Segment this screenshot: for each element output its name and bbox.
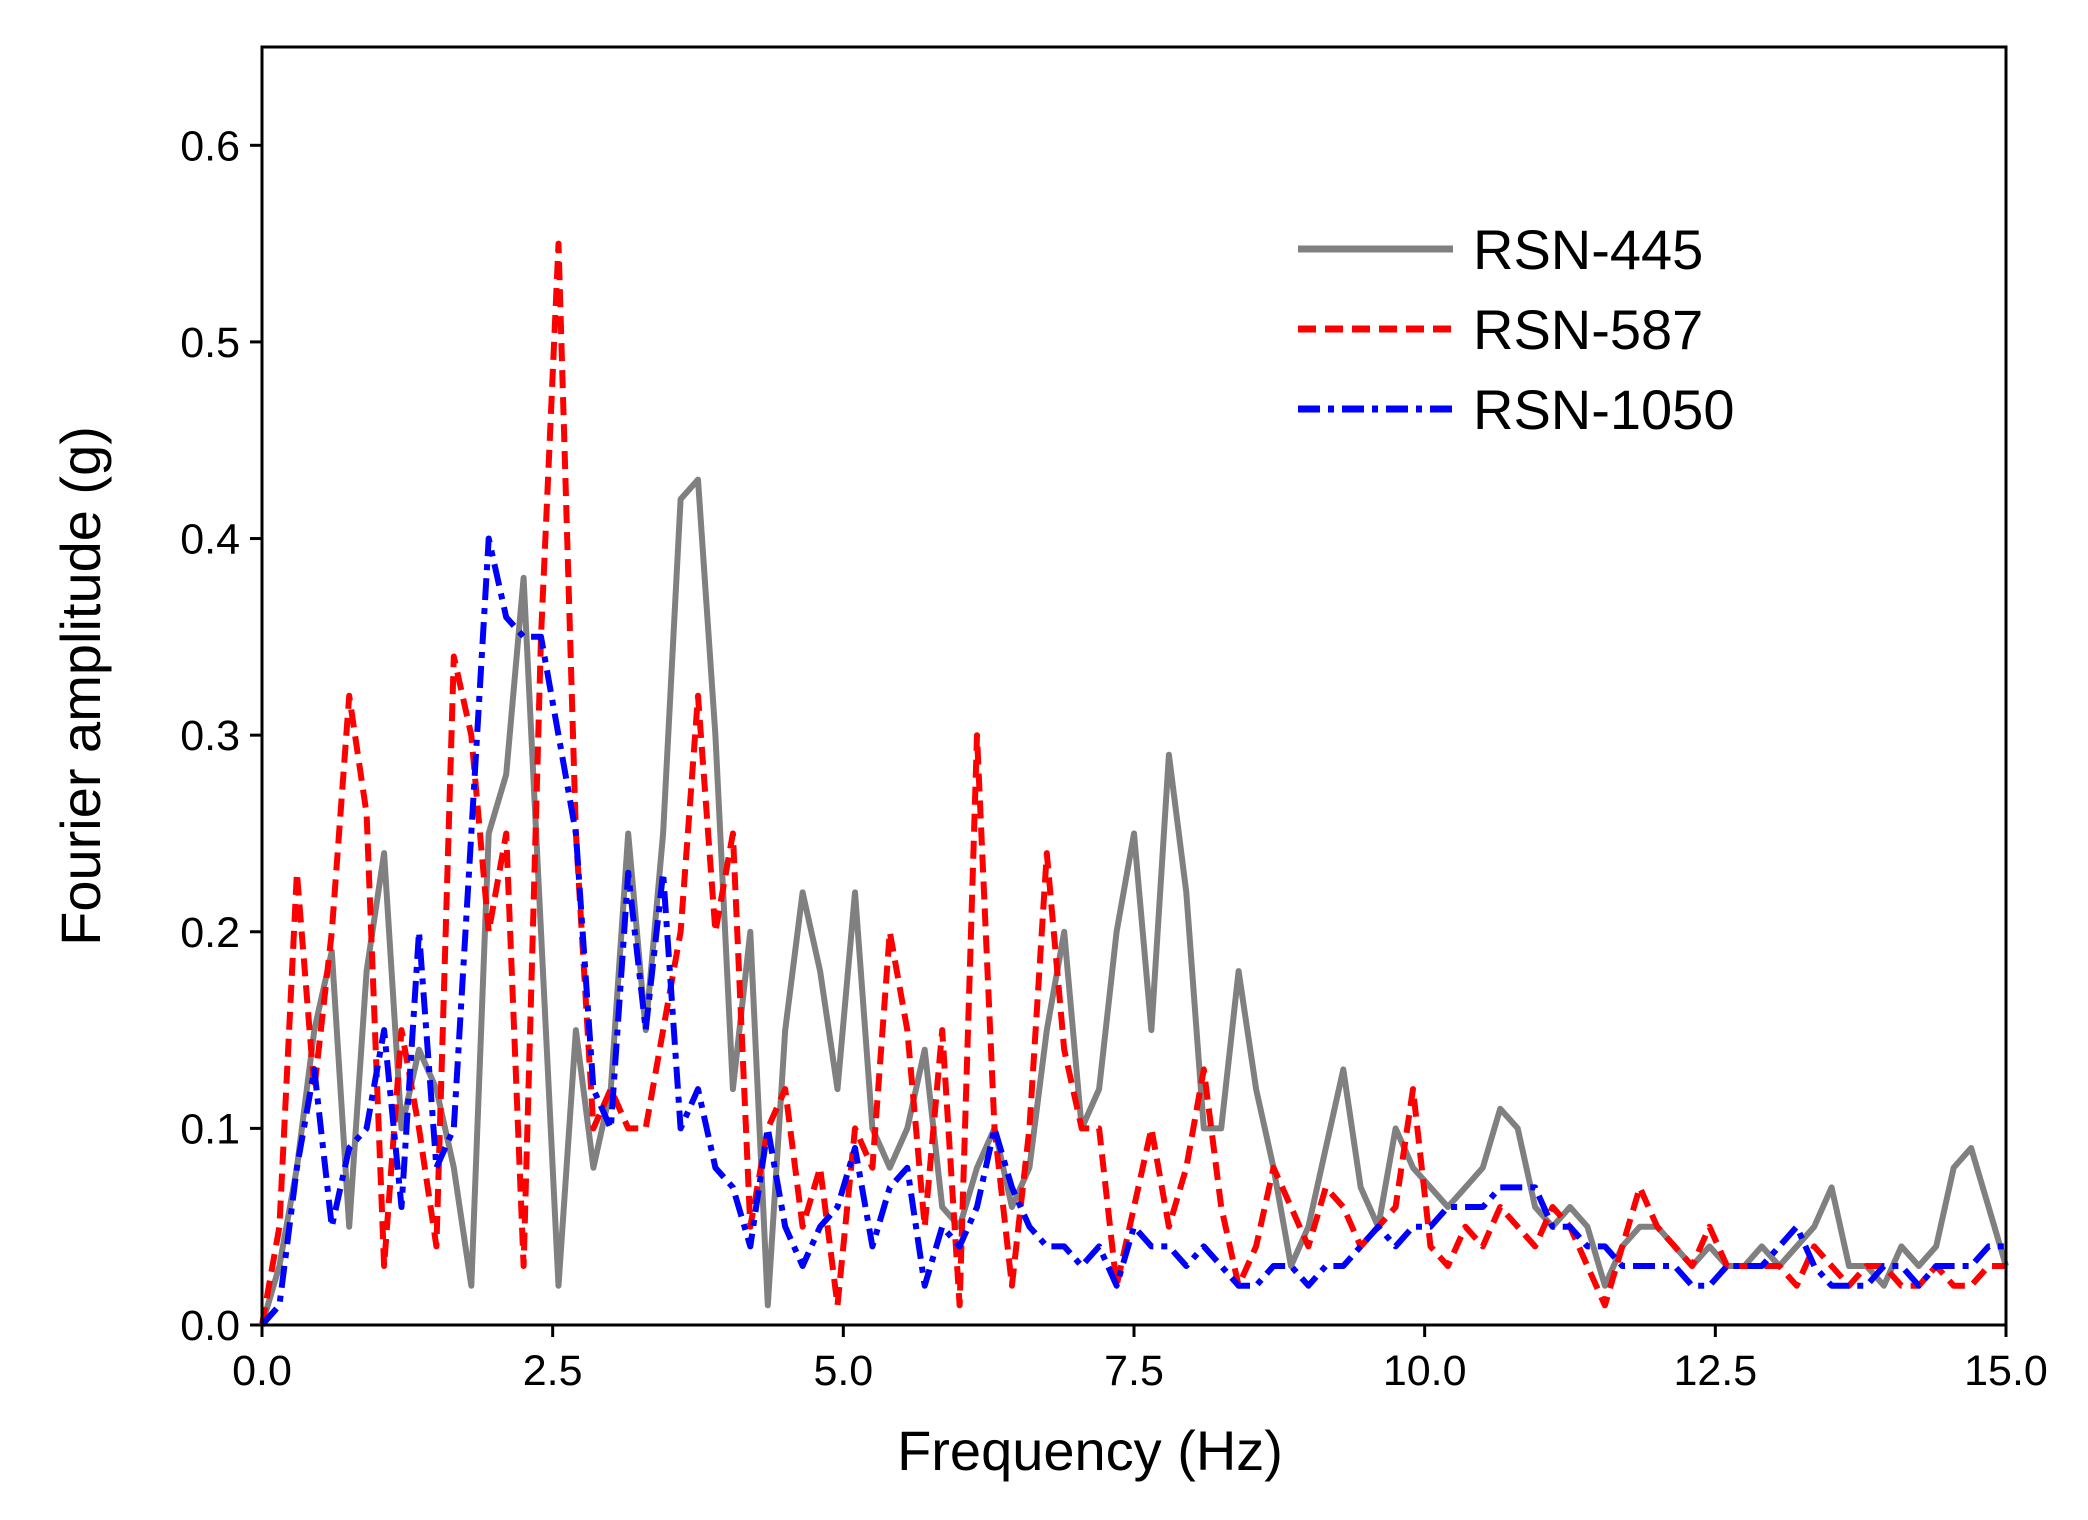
series-line	[259, 476, 2009, 1326]
x-tick-label: 12.5	[1673, 1347, 1757, 1395]
legend-label: RSN-587	[1473, 298, 1703, 361]
y-tick-label: 0.5	[180, 319, 240, 367]
y-tick-label: 0.1	[180, 1105, 240, 1153]
legend-label: RSN-445	[1473, 218, 1703, 281]
x-tick-label: 0.0	[232, 1347, 292, 1395]
series-line	[259, 240, 2006, 1326]
x-tick-label: 2.5	[523, 1347, 583, 1395]
y-tick-label: 0.0	[180, 1302, 240, 1350]
y-tick-label: 0.6	[180, 122, 240, 170]
x-tick-label: 5.0	[813, 1347, 873, 1395]
x-tick-label: 7.5	[1104, 1347, 1164, 1395]
y-axis-label: Fourier amplitude (g)	[49, 426, 112, 946]
y-tick-label: 0.4	[180, 516, 240, 564]
y-tick-label: 0.3	[180, 712, 240, 760]
y-tick-label: 0.2	[180, 909, 240, 957]
legend-label: RSN-1050	[1473, 378, 1734, 441]
x-tick-label: 15.0	[1964, 1347, 2048, 1395]
plot-frame	[260, 45, 2008, 1327]
x-axis-label: Frequency (Hz)	[897, 1419, 1283, 1482]
series-line	[259, 535, 2006, 1327]
x-tick-label: 10.0	[1383, 1347, 1467, 1395]
